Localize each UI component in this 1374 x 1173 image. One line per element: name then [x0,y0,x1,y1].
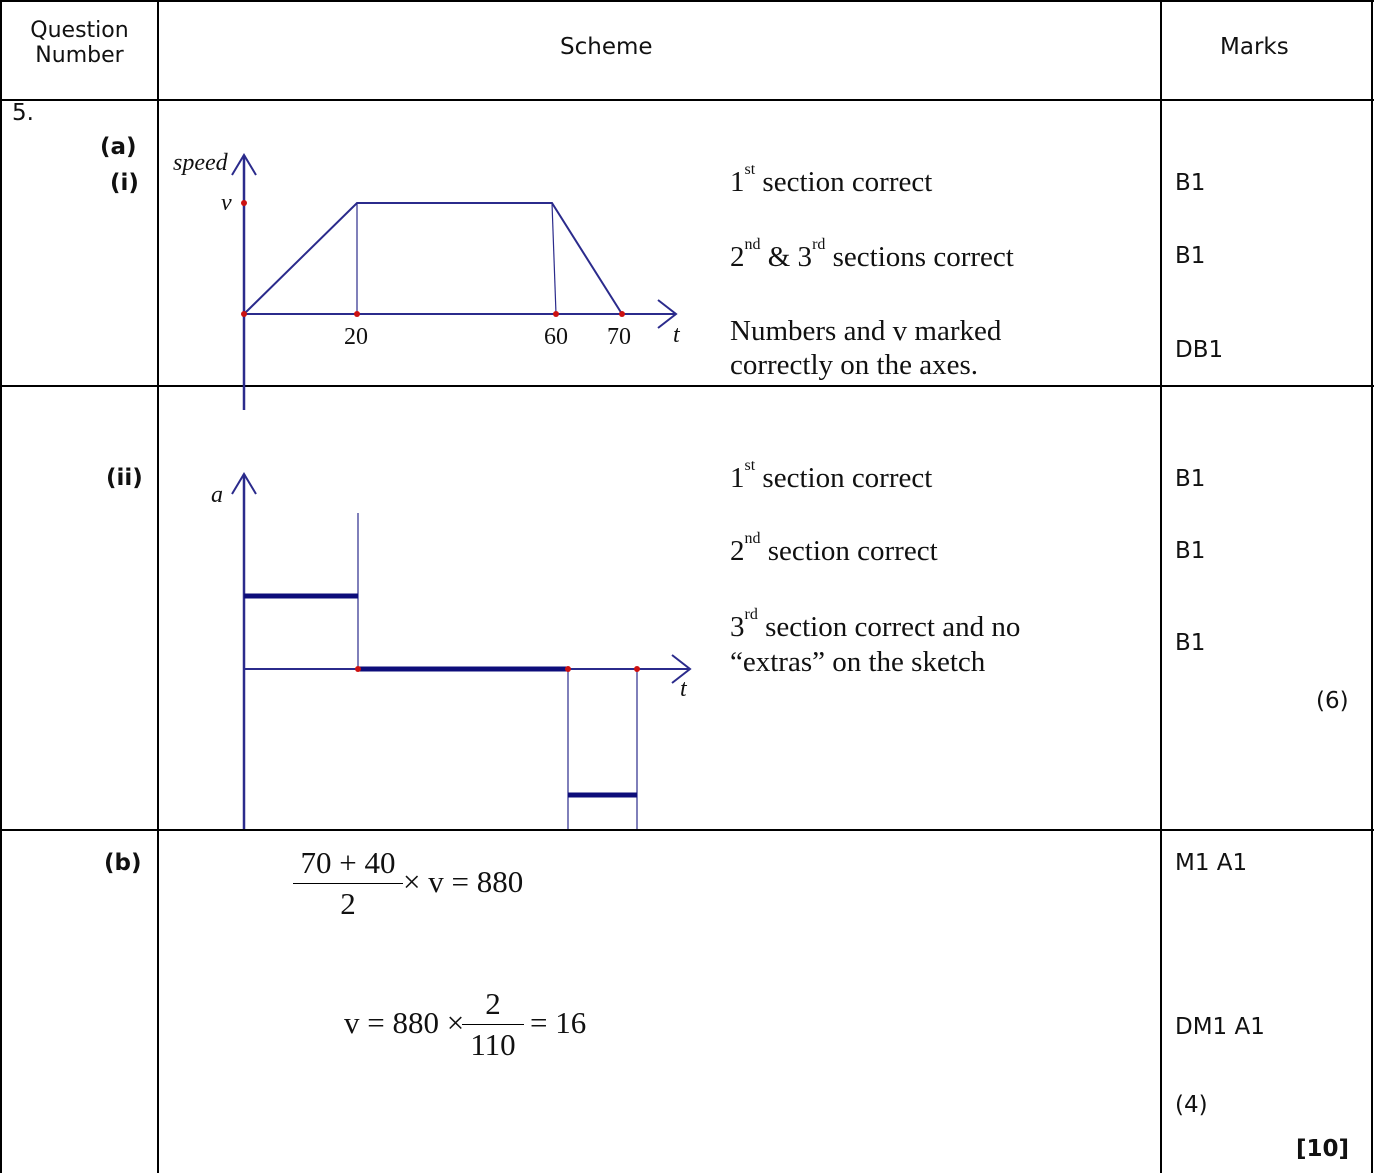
part-b-label: (b) [104,850,142,876]
accel-x-arrowhead [671,654,692,684]
speed-x-arrowhead [657,299,678,329]
speed-point-origin [241,311,247,317]
table-top-border [0,0,1374,2]
speed-t-label: t [673,322,680,348]
accel-t-label: t [680,676,687,702]
criterion-a-ii-3-line1: 3rd section correct and no [730,606,1021,644]
header-bottom-border [0,99,1374,101]
accel-point-60 [565,666,571,672]
header-marks: Marks [1220,34,1289,60]
criterion-a-i-3-line1: Numbers and v marked [730,315,1002,347]
mark-a-ii-2: B1 [1175,538,1206,564]
table-right-border [1371,0,1373,1173]
accel-axis-label: a [211,482,223,508]
speed-point-60 [553,311,559,317]
part-a-label: (a) [100,134,137,160]
speed-point-20 [354,311,360,317]
header-question-number: Question Number [30,18,129,69]
header-scheme: Scheme [560,34,653,60]
mark-a-ii-1: B1 [1175,466,1206,492]
mark-b-1: M1 A1 [1175,850,1248,876]
accel-point-70 [634,666,640,672]
criterion-a-i-3-line2: correctly on the axes. [730,349,979,381]
col-question-border [157,0,159,1173]
speed-time-line [243,202,623,315]
eq1-fraction: 70 + 40 2 [293,843,403,924]
col-marks-border [1160,0,1162,1173]
criterion-a-i-1: 1st section correct [730,161,933,199]
mark-a-i-3: DB1 [1175,337,1224,363]
eq1-rest: × v = 880 [403,864,524,899]
speed-tick-60: 60 [544,324,568,350]
speed-tick-70: 70 [607,324,631,350]
eq2-rest: = 16 [530,1005,587,1040]
accel-y-arrowhead [231,472,257,495]
speed-time-graph [231,153,678,410]
criterion-a-i-2: 2nd & 3rd sections correct [730,236,1014,274]
mark-b-2: DM1 A1 [1175,1014,1265,1040]
accel-time-graph [231,472,692,829]
accel-point-20 [355,666,361,672]
speed-guide-60 [551,202,557,315]
criterion-a-ii-1: 1st section correct [730,457,933,495]
eq2-fraction: 2 110 [462,984,524,1065]
row-a-i-bottom-border [0,385,1374,387]
criterion-a-ii-3-line2: “extras” on the sketch [730,646,986,678]
table-left-border [0,0,2,1173]
speed-tick-20: 20 [344,324,368,350]
speed-point-v [241,200,247,206]
part-a-ii-label: (ii) [106,465,143,491]
part-a-i-label: (i) [110,170,139,196]
speed-point-70 [619,311,625,317]
question-number: 5. [12,100,34,126]
subtotal-b: (4) [1175,1092,1208,1118]
row-a-ii-bottom-border [0,829,1374,831]
mark-a-ii-3: B1 [1175,630,1206,656]
mark-a-i-2: B1 [1175,243,1206,269]
total-marks: [10] [1296,1136,1350,1162]
speed-v-label: v [221,190,232,216]
speed-axis-label: speed [173,150,228,176]
mark-a-i-1: B1 [1175,170,1206,196]
criterion-a-ii-2: 2nd section correct [730,530,938,568]
eq2-lhs: v = 880 × [344,1005,465,1040]
subtotal-a: (6) [1316,688,1349,714]
speed-y-arrowhead [231,153,257,176]
